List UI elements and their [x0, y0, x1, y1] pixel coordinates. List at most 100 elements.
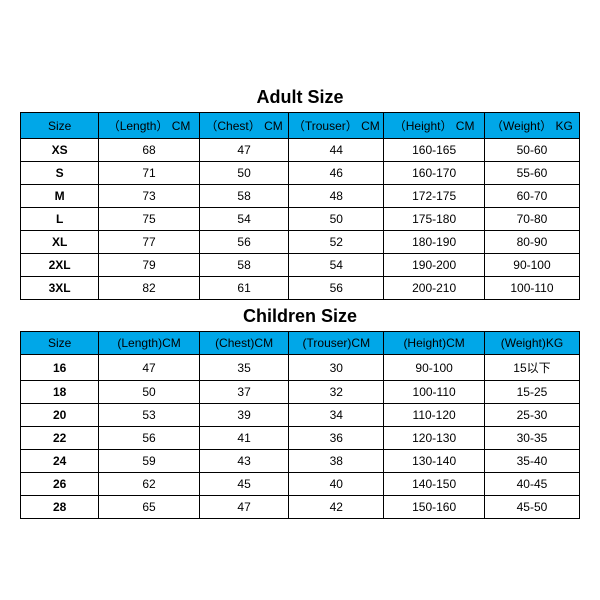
cell: 54 [199, 208, 288, 231]
col-weight: (Weight)KG [484, 332, 579, 355]
cell: 16 [21, 355, 99, 381]
cell: 47 [99, 355, 200, 381]
cell: 40-45 [484, 473, 579, 496]
col-height: （Height） CM [384, 113, 485, 139]
cell: 68 [99, 139, 200, 162]
cell: 160-170 [384, 162, 485, 185]
cell: 56 [99, 427, 200, 450]
cell: 24 [21, 450, 99, 473]
col-length: (Length)CM [99, 332, 200, 355]
cell: 34 [289, 404, 384, 427]
cell: 54 [289, 254, 384, 277]
cell: 32 [289, 381, 384, 404]
cell: 100-110 [384, 381, 485, 404]
cell: 53 [99, 404, 200, 427]
cell: 56 [199, 231, 288, 254]
table-row: L 75 54 50 175-180 70-80 [21, 208, 580, 231]
cell: 55-60 [484, 162, 579, 185]
adult-size-table: Size （Length） CM （Chest） CM （Trouser） CM… [20, 112, 580, 300]
table-row: 28 65 47 42 150-160 45-50 [21, 496, 580, 519]
cell: 70-80 [484, 208, 579, 231]
cell: 41 [199, 427, 288, 450]
col-weight: （Weight） KG [484, 113, 579, 139]
col-size: Size [21, 332, 99, 355]
cell: 39 [199, 404, 288, 427]
cell: 30 [289, 355, 384, 381]
cell: 77 [99, 231, 200, 254]
cell: 18 [21, 381, 99, 404]
table-row: 3XL 82 61 56 200-210 100-110 [21, 277, 580, 300]
table-row: XS 68 47 44 160-165 50-60 [21, 139, 580, 162]
col-trouser: （Trouser） CM [289, 113, 384, 139]
cell: XL [21, 231, 99, 254]
cell: 45-50 [484, 496, 579, 519]
cell: 45 [199, 473, 288, 496]
cell: 120-130 [384, 427, 485, 450]
children-size-table: Size (Length)CM (Chest)CM (Trouser)CM (H… [20, 331, 580, 519]
cell: 50 [199, 162, 288, 185]
children-header-row: Size (Length)CM (Chest)CM (Trouser)CM (H… [21, 332, 580, 355]
cell: 25-30 [484, 404, 579, 427]
table-row: 24 59 43 38 130-140 35-40 [21, 450, 580, 473]
table-row: XL 77 56 52 180-190 80-90 [21, 231, 580, 254]
cell: 36 [289, 427, 384, 450]
cell: 80-90 [484, 231, 579, 254]
col-height: (Height)CM [384, 332, 485, 355]
cell: 175-180 [384, 208, 485, 231]
col-chest: （Chest） CM [199, 113, 288, 139]
cell: 37 [199, 381, 288, 404]
cell: 50 [99, 381, 200, 404]
cell: 100-110 [484, 277, 579, 300]
cell: XS [21, 139, 99, 162]
cell: 22 [21, 427, 99, 450]
cell: L [21, 208, 99, 231]
cell: 90-100 [384, 355, 485, 381]
cell: 56 [289, 277, 384, 300]
table-row: 2XL 79 58 54 190-200 90-100 [21, 254, 580, 277]
table-row: 16 47 35 30 90-100 15以下 [21, 355, 580, 381]
cell: 26 [21, 473, 99, 496]
cell: 3XL [21, 277, 99, 300]
col-trouser: (Trouser)CM [289, 332, 384, 355]
adult-header-row: Size （Length） CM （Chest） CM （Trouser） CM… [21, 113, 580, 139]
cell: S [21, 162, 99, 185]
cell: 20 [21, 404, 99, 427]
cell: 52 [289, 231, 384, 254]
cell: 82 [99, 277, 200, 300]
cell: 2XL [21, 254, 99, 277]
cell: 30-35 [484, 427, 579, 450]
cell: 75 [99, 208, 200, 231]
table-row: 26 62 45 40 140-150 40-45 [21, 473, 580, 496]
cell: 42 [289, 496, 384, 519]
cell: 60-70 [484, 185, 579, 208]
cell: 140-150 [384, 473, 485, 496]
col-chest: (Chest)CM [199, 332, 288, 355]
cell: 15以下 [484, 355, 579, 381]
table-row: 22 56 41 36 120-130 30-35 [21, 427, 580, 450]
cell: 65 [99, 496, 200, 519]
size-chart: Adult Size Size （Length） CM （Chest） CM （… [20, 81, 580, 519]
cell: 15-25 [484, 381, 579, 404]
cell: 58 [199, 185, 288, 208]
col-size: Size [21, 113, 99, 139]
cell: 35-40 [484, 450, 579, 473]
cell: 110-120 [384, 404, 485, 427]
cell: 38 [289, 450, 384, 473]
table-row: M 73 58 48 172-175 60-70 [21, 185, 580, 208]
cell: 46 [289, 162, 384, 185]
cell: 90-100 [484, 254, 579, 277]
table-row: 20 53 39 34 110-120 25-30 [21, 404, 580, 427]
cell: 71 [99, 162, 200, 185]
cell: 48 [289, 185, 384, 208]
adult-title: Adult Size [20, 81, 580, 112]
cell: 59 [99, 450, 200, 473]
cell: 190-200 [384, 254, 485, 277]
cell: 62 [99, 473, 200, 496]
cell: 40 [289, 473, 384, 496]
cell: 130-140 [384, 450, 485, 473]
cell: 47 [199, 139, 288, 162]
cell: 35 [199, 355, 288, 381]
table-row: S 71 50 46 160-170 55-60 [21, 162, 580, 185]
cell: 28 [21, 496, 99, 519]
cell: 61 [199, 277, 288, 300]
